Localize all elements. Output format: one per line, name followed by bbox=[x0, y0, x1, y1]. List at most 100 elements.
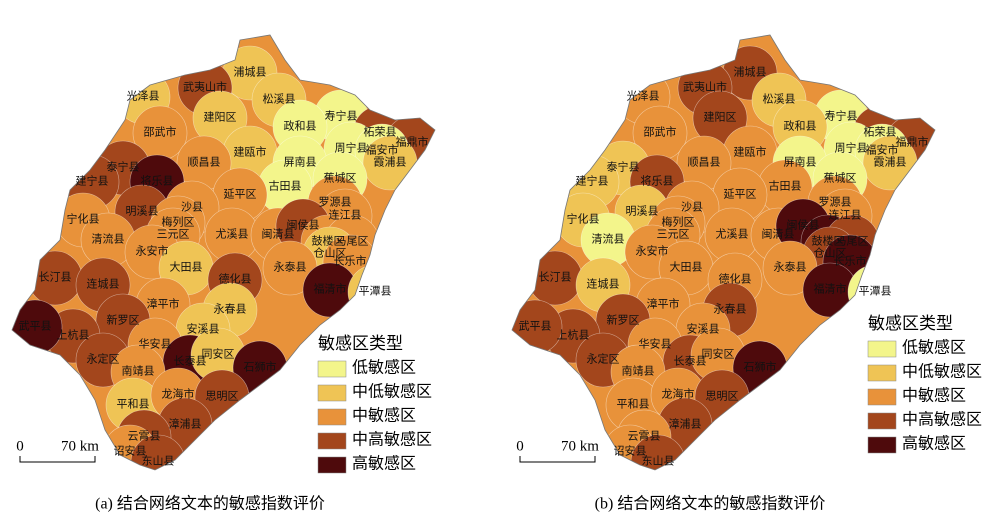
legend-title: 敏感区类型 bbox=[868, 314, 953, 333]
county-label: 平和县 bbox=[117, 398, 150, 411]
county-label: 福鼎市 bbox=[896, 135, 929, 149]
county-label: 福安市 bbox=[366, 143, 399, 157]
county-label: 马尾区 bbox=[836, 235, 869, 248]
county-label: 马尾区 bbox=[336, 235, 369, 248]
county-label: 上杭县 bbox=[557, 328, 590, 342]
county-label: 安溪县 bbox=[687, 322, 720, 336]
county-label: 福鼎市 bbox=[396, 135, 429, 149]
county-label: 连城县 bbox=[587, 278, 620, 291]
county-label: 顺昌县 bbox=[188, 156, 221, 169]
county-label: 新罗区 bbox=[607, 313, 640, 327]
county-label: 浦城县 bbox=[234, 66, 267, 79]
legend-swatch bbox=[867, 364, 897, 382]
county-label: 福清市 bbox=[814, 282, 847, 296]
legend-swatch bbox=[867, 436, 897, 454]
legend-label: 高敏感区 bbox=[352, 455, 416, 473]
province-outline bbox=[11, 34, 436, 471]
legend-swatch bbox=[867, 340, 897, 358]
county-label: 梅列区 bbox=[662, 215, 695, 229]
county-label: 闽清县 bbox=[762, 228, 795, 241]
county-label: 永安市 bbox=[636, 244, 669, 258]
county-label: 松溪县 bbox=[263, 92, 296, 106]
county-label: 石狮市 bbox=[244, 360, 277, 374]
county-label: 上杭县 bbox=[57, 328, 90, 342]
county-label: 光泽县 bbox=[627, 89, 660, 103]
county-label: 东山县 bbox=[142, 455, 175, 468]
county-label: 屏南县 bbox=[784, 156, 817, 169]
county-label: 建瓯市 bbox=[234, 145, 267, 159]
county-label: 松溪县 bbox=[763, 92, 796, 106]
county-label: 霞浦县 bbox=[874, 156, 907, 169]
county-label: 永泰县 bbox=[774, 260, 807, 274]
county-label: 明溪县 bbox=[626, 205, 659, 218]
county-label: 延平区 bbox=[724, 188, 757, 201]
province-outline bbox=[511, 34, 936, 471]
county-label: 宁化县 bbox=[567, 212, 600, 226]
county-label: 光泽县 bbox=[127, 89, 160, 103]
county-label: 邵武市 bbox=[144, 125, 177, 139]
county-label: 同安区 bbox=[702, 347, 735, 361]
county-label: 连城县 bbox=[87, 278, 120, 291]
county-label: 尤溪县 bbox=[716, 228, 749, 241]
county-label: 石狮市 bbox=[744, 360, 777, 374]
county-label: 蕉城区 bbox=[324, 172, 357, 185]
county-label: 华安县 bbox=[639, 337, 672, 351]
county-regions bbox=[12, 45, 435, 470]
county-label: 华安县 bbox=[139, 337, 172, 351]
county-label: 长泰县 bbox=[674, 354, 707, 368]
county-label: 柘荣县 bbox=[864, 125, 897, 139]
legend-swatch bbox=[317, 432, 347, 450]
county-label: 福清市 bbox=[314, 282, 347, 296]
county-label: 武夷山市 bbox=[183, 80, 227, 94]
county-label: 连江县 bbox=[329, 209, 362, 222]
county-label: 长泰县 bbox=[174, 354, 207, 368]
county-label: 屏南县 bbox=[284, 156, 317, 169]
county-label: 罗源县 bbox=[819, 195, 852, 209]
county-label: 顺昌县 bbox=[688, 156, 721, 169]
county-label: 周宁县 bbox=[335, 141, 368, 155]
scale-bar bbox=[519, 456, 596, 463]
county-label: 尤溪县 bbox=[216, 228, 249, 241]
scale-zero: 0 bbox=[516, 438, 524, 454]
county-label: 永泰县 bbox=[274, 260, 307, 274]
county-label: 永定区 bbox=[587, 352, 620, 366]
county-label: 长汀县 bbox=[39, 271, 72, 284]
county-label: 政和县 bbox=[284, 119, 317, 133]
legend-label: 低敏感区 bbox=[352, 359, 416, 377]
county-label: 沙县 bbox=[681, 201, 703, 214]
county-label: 大田县 bbox=[670, 260, 703, 274]
county-label: 永春县 bbox=[714, 302, 747, 316]
county-label: 云霄县 bbox=[128, 430, 161, 443]
county-label: 南靖县 bbox=[122, 365, 155, 378]
county-label: 诏安县 bbox=[114, 444, 147, 458]
legend-label: 中敏感区 bbox=[352, 407, 416, 425]
panel-caption: (b) 结合网络文本的敏感指数评价 bbox=[595, 494, 826, 513]
legend-swatch bbox=[317, 456, 347, 474]
county-label: 德化县 bbox=[219, 272, 252, 286]
county-label: 古田县 bbox=[269, 180, 302, 193]
scale-zero: 0 bbox=[16, 438, 24, 454]
legend-swatch bbox=[317, 360, 347, 378]
county-label: 三元区 bbox=[157, 229, 190, 241]
county-label: 德化县 bbox=[719, 272, 752, 286]
legend-label: 中低敏感区 bbox=[352, 383, 432, 401]
county-label: 长乐市 bbox=[334, 254, 367, 268]
county-label: 延平区 bbox=[224, 188, 257, 201]
county-label: 武平县 bbox=[19, 320, 52, 333]
county-label: 寿宁县 bbox=[325, 109, 358, 123]
county-label: 柘荣县 bbox=[364, 125, 397, 139]
county-label: 漳平市 bbox=[647, 297, 680, 311]
county-label: 福安市 bbox=[866, 143, 899, 157]
county-label: 闽侯县 bbox=[787, 218, 820, 232]
county-label: 思明区 bbox=[206, 390, 239, 403]
scale-bar bbox=[19, 456, 96, 463]
county-label: 建瓯市 bbox=[734, 145, 767, 159]
county-label: 思明区 bbox=[706, 390, 739, 403]
legend-label: 中高敏感区 bbox=[902, 411, 982, 429]
legend-title: 敏感区类型 bbox=[318, 334, 403, 353]
legend-label: 低敏感区 bbox=[902, 339, 966, 357]
county-label: 长乐市 bbox=[834, 254, 867, 268]
